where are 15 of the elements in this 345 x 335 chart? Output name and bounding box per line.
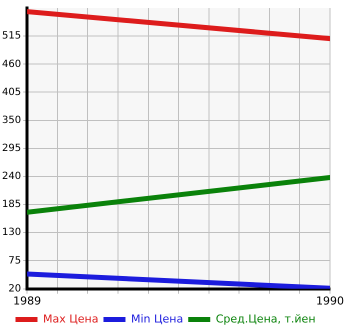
x-tick-label: 1990 [316,294,344,308]
y-tick-label: 405 [2,86,22,98]
legend-label: Min Цена [130,312,184,326]
y-tick-label: 240 [2,171,22,182]
y-tick-label: 130 [2,227,22,238]
y-tick-label: 515 [2,30,22,42]
x-tick-label: 1989 [13,294,42,308]
y-tick-label: 185 [2,199,22,210]
y-tick-label: 20 [8,283,22,294]
legend-label: Сред.Цена, т.йен [216,312,316,326]
y-tick-label: 295 [2,142,22,154]
legend-label: Max Цена [42,312,98,326]
y-tick-label: 460 [2,58,22,70]
y-tick-label: 75 [8,255,22,266]
y-tick-label: 350 [2,114,22,126]
